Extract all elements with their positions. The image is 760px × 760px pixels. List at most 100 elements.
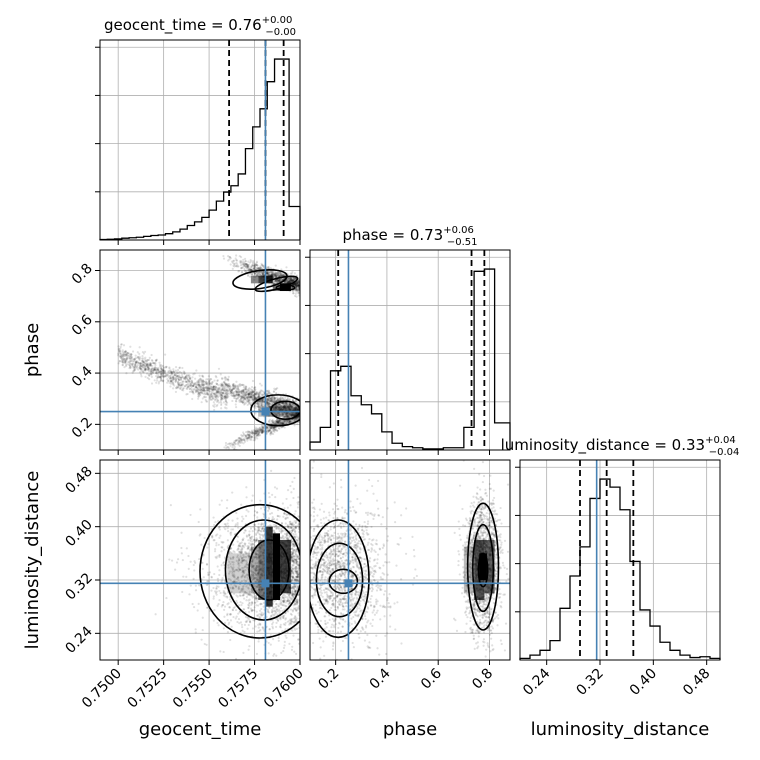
sample-point — [297, 638, 300, 641]
sample-point — [249, 395, 253, 398]
sample-point — [227, 378, 230, 381]
sample-point — [206, 389, 210, 392]
sample-point — [214, 385, 217, 389]
sample-point — [282, 407, 286, 411]
sample-point — [224, 398, 228, 401]
sample-point — [294, 292, 297, 295]
sample-point — [208, 379, 211, 382]
sample-point — [245, 390, 248, 393]
sample-point — [209, 378, 212, 381]
sample-point — [272, 407, 275, 410]
sample-point — [272, 395, 275, 398]
sample-point — [254, 388, 257, 391]
sample-point — [239, 397, 242, 401]
sample-point — [232, 385, 235, 388]
sample-point — [249, 396, 253, 399]
sample-point — [257, 640, 260, 643]
sample-point — [285, 403, 288, 406]
sample-point — [207, 381, 210, 384]
sample-point — [242, 594, 245, 597]
sample-point — [203, 380, 206, 384]
sample-point — [191, 397, 194, 401]
sample-point — [242, 391, 245, 394]
sample-point — [241, 263, 244, 266]
sample-point — [184, 377, 187, 380]
sample-point — [272, 545, 275, 548]
sample-point — [254, 412, 257, 415]
sample-point — [171, 387, 175, 390]
sample-point — [296, 418, 299, 421]
sample-point — [288, 406, 291, 409]
sample-point — [260, 404, 263, 407]
sample-point — [174, 390, 178, 394]
sample-point — [232, 444, 235, 447]
sample-point — [297, 285, 300, 288]
sample-point — [265, 403, 269, 406]
sample-point — [157, 382, 160, 385]
sample-point — [166, 373, 169, 376]
sample-point — [244, 388, 247, 391]
sample-point — [229, 570, 232, 573]
sample-point — [236, 517, 239, 520]
sample-point — [235, 439, 238, 442]
sample-point — [232, 383, 235, 386]
sample-point — [281, 396, 284, 399]
sample-point — [256, 395, 260, 399]
sample-point — [236, 391, 239, 394]
sample-point — [250, 391, 254, 394]
sample-point — [246, 403, 249, 407]
sample-point — [212, 401, 215, 404]
sample-point — [268, 397, 272, 400]
sample-point — [294, 407, 297, 410]
sample-point — [235, 265, 238, 268]
sample-point — [182, 386, 185, 390]
sample-point — [125, 357, 128, 361]
sample-point — [146, 376, 149, 380]
sample-point — [194, 377, 197, 380]
sample-point — [140, 367, 143, 371]
sample-point — [283, 426, 286, 429]
sample-point — [151, 359, 154, 363]
sample-point — [152, 362, 156, 365]
sample-point — [294, 510, 297, 513]
sample-point — [214, 395, 217, 399]
sample-point — [214, 521, 217, 524]
sample-point — [285, 266, 288, 269]
sample-point — [234, 385, 237, 388]
sample-point — [243, 267, 246, 271]
sample-point — [269, 402, 272, 405]
sample-point — [234, 384, 237, 387]
sample-point — [243, 403, 246, 406]
sample-point — [197, 392, 200, 395]
sample-point — [247, 265, 250, 268]
sample-point — [210, 395, 213, 399]
sample-point — [253, 406, 256, 409]
sample-point — [257, 408, 261, 411]
sample-point — [232, 387, 235, 390]
sample-point — [282, 405, 285, 408]
sample-point — [236, 384, 240, 387]
sample-point — [246, 400, 249, 403]
sample-point — [246, 396, 249, 400]
sample-point — [196, 388, 199, 391]
sample-point — [242, 384, 245, 387]
sample-point — [281, 413, 284, 416]
sample-point — [260, 389, 263, 392]
sample-point — [269, 399, 272, 402]
sample-point — [239, 555, 242, 558]
sample-point — [124, 350, 127, 353]
sample-point — [225, 388, 228, 391]
sample-point — [292, 403, 295, 406]
sample-point — [200, 384, 204, 387]
sample-point — [278, 404, 282, 407]
sample-point — [241, 383, 245, 386]
sample-point — [267, 402, 270, 406]
sample-point — [268, 282, 271, 285]
sample-point — [211, 398, 214, 401]
sample-point — [288, 412, 291, 415]
sample-point — [230, 392, 233, 395]
sample-point — [250, 268, 254, 272]
sample-point — [166, 381, 169, 384]
sample-point — [235, 389, 238, 392]
axes-frame — [519, 459, 721, 661]
